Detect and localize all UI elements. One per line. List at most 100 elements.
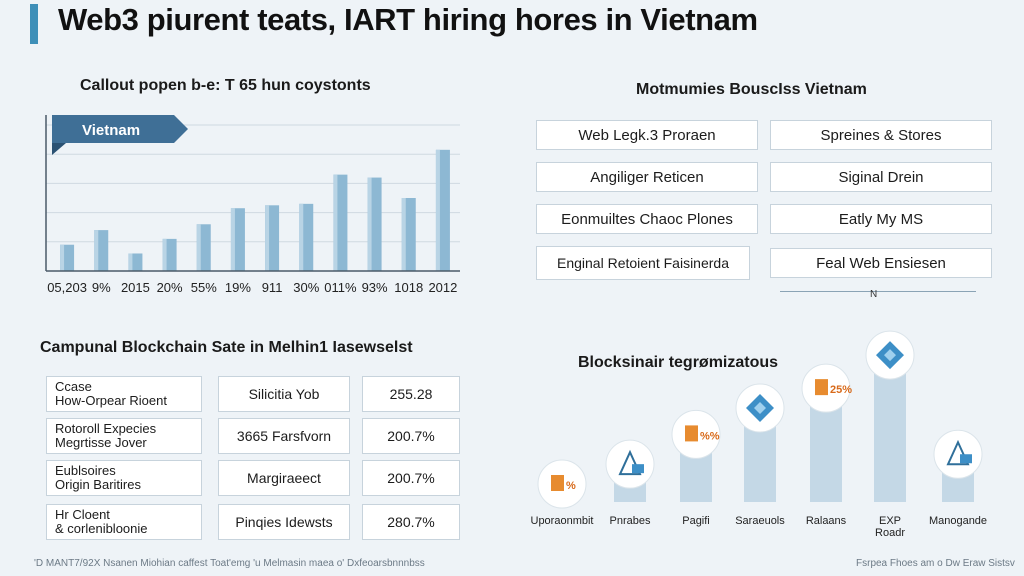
bar-highlight bbox=[196, 224, 201, 271]
table-cell-value: 200.7% bbox=[362, 460, 460, 496]
table-cell-label: Hr Cloent & corlenibloonie bbox=[46, 504, 202, 540]
progress-column bbox=[810, 406, 842, 502]
panel-divider bbox=[780, 291, 976, 292]
panel-item-1: Web Legk.3 Proraen bbox=[536, 120, 758, 150]
progress-column bbox=[874, 373, 906, 502]
footer-note-left: 'D MANT7/92X Nsanen Miohian caffest Toat… bbox=[34, 558, 425, 569]
progress-icon: %% bbox=[671, 409, 721, 459]
progress-column bbox=[680, 452, 712, 502]
bar-highlight bbox=[435, 149, 440, 271]
table-cell-label-line2: & corlenibloonie bbox=[55, 521, 148, 536]
panel-item-6: Eatly My MS bbox=[770, 204, 992, 234]
tower-icon bbox=[946, 439, 970, 466]
table-cell-label-line1: Rotoroll Expecies bbox=[55, 421, 157, 436]
bar-highlight bbox=[265, 205, 270, 271]
progress-title: Blocksinair tegrømizatous bbox=[578, 354, 779, 371]
table-cell-value: 200.7% bbox=[362, 418, 460, 454]
tower-icon-block bbox=[960, 454, 972, 464]
progress-column bbox=[744, 425, 776, 502]
tower-icon-block bbox=[632, 464, 644, 474]
progress-label: Saraeuols bbox=[735, 515, 785, 527]
bar-highlight bbox=[128, 253, 133, 271]
bar-highlight bbox=[333, 174, 338, 271]
table-cell-label: Ccase How-Orpear Rioent bbox=[46, 376, 202, 412]
building-icon bbox=[685, 425, 698, 442]
bar-highlight bbox=[401, 198, 406, 271]
bar-chart: 05,203 9% 2015 20% 55% 19% 911 30% 011% 93% 1018 20… bbox=[45, 115, 460, 295]
x-tick-label: 19% bbox=[225, 280, 251, 295]
table-cell-label-line2: Origin Baritires bbox=[55, 477, 141, 492]
table-cell-name: Silicitia Yob bbox=[218, 376, 350, 412]
x-tick-label: 20% bbox=[157, 280, 183, 295]
region-tag-fold bbox=[52, 143, 66, 155]
bar-highlight bbox=[230, 208, 235, 271]
region-tag bbox=[52, 115, 188, 143]
table-cell-name: 3665 Farsfvorn bbox=[218, 418, 350, 454]
table-cell-label-line1: Ccase bbox=[55, 379, 92, 394]
table-cell-label-line1: Hr Cloent bbox=[55, 507, 110, 522]
progress-columns bbox=[614, 373, 974, 502]
bar-highlight bbox=[367, 177, 372, 271]
progress-labels: Uporaonmbit Pnrabes Pagifi Saraeuols Ralaans… bbox=[531, 515, 988, 539]
panel-item-2: Spreines & Stores bbox=[770, 120, 992, 150]
icon-badge-label: % bbox=[566, 480, 576, 492]
progress-label: Pnrabes bbox=[610, 515, 651, 527]
bar-highlight bbox=[162, 238, 167, 271]
region-tag-label: Vietnam bbox=[82, 122, 140, 139]
table-cell-value: 280.7% bbox=[362, 504, 460, 540]
cube-icon-core bbox=[754, 401, 766, 414]
progress-label: Ralaans bbox=[806, 515, 847, 527]
x-tick-label: 93% bbox=[362, 280, 388, 295]
x-tick-label: 911 bbox=[262, 280, 283, 295]
bar-highlight bbox=[299, 203, 304, 271]
x-tick-label: 011% bbox=[324, 280, 357, 295]
panel-item-5: Eonmuiltes Chaoc Plones bbox=[536, 204, 758, 234]
table-cell-name: Margiraeect bbox=[218, 460, 350, 496]
progress-label: Manogande bbox=[929, 515, 987, 527]
cube-icon-core bbox=[884, 349, 896, 362]
building-icon bbox=[815, 379, 828, 396]
table-cell-value: 255.28 bbox=[362, 376, 460, 412]
panel-item-3: Angiliger Reticen bbox=[536, 162, 758, 192]
progress-icon bbox=[933, 429, 983, 479]
panel-footnote: N bbox=[870, 289, 878, 300]
x-tick-labels: 05,203 9% 2015 20% 55% 19% 911 30% 011% 93% 1018 20… bbox=[47, 280, 457, 295]
progress-icon: 25% bbox=[801, 363, 852, 413]
progress-icon bbox=[735, 383, 785, 433]
x-tick-label: 30% bbox=[293, 280, 319, 295]
x-tick-label: 2015 bbox=[121, 280, 150, 295]
tower-icon bbox=[618, 449, 642, 476]
progress-label: Uporaonmbit bbox=[531, 515, 594, 527]
footer-note-right: Fsrpea Fhoes am o Dw Eraw Sistsv bbox=[856, 558, 1015, 569]
progress-label: EXP Roadr bbox=[875, 515, 905, 539]
table-cell-label-line1: Eublsoires bbox=[55, 463, 116, 478]
table-cell-label-line2: Megrtisse Jover bbox=[55, 435, 147, 450]
table-cell-label-line2: How-Orpear Rioent bbox=[55, 393, 167, 408]
table-cell-name: Pinqies Idewsts bbox=[218, 504, 350, 540]
icon-disc bbox=[933, 429, 983, 479]
x-tick-label: 05,203 bbox=[47, 280, 87, 295]
right-panel-title: Motmumies BouscIss Vietnam bbox=[636, 81, 867, 98]
icon-badge-label: %% bbox=[700, 430, 720, 442]
icon-badge-label: 25% bbox=[830, 384, 852, 396]
bar-highlight bbox=[60, 244, 65, 271]
table-cell-label: Rotoroll Expecies Megrtisse Jover bbox=[46, 418, 202, 454]
progress-icon bbox=[865, 330, 915, 380]
table-cell-label: Eublsoires Origin Baritires bbox=[46, 460, 202, 496]
x-tick-label: 9% bbox=[92, 280, 111, 295]
x-tick-label: 1018 bbox=[394, 280, 423, 295]
progress-label: Pagifi bbox=[682, 515, 710, 527]
title-accent-bar bbox=[30, 4, 38, 44]
panel-item-4: Siginal Drein bbox=[770, 162, 992, 192]
icon-disc bbox=[605, 439, 655, 489]
building-icon bbox=[551, 475, 564, 491]
x-tick-label: 2012 bbox=[428, 280, 457, 295]
table-title: Campunal Blockchain Sate in Melhin1 Iase… bbox=[40, 339, 413, 356]
panel-item-8: Feal Web Ensiesen bbox=[770, 248, 992, 278]
progress-icons: %%% 25% bbox=[537, 330, 983, 509]
page-title: Web3 piurent teats, IART hiring hores in… bbox=[58, 2, 758, 37]
bar-highlight bbox=[94, 230, 99, 271]
progress-chart: %%% 25% Uporaonmbit Pnrabes Pagifi Saraeuols… bbox=[531, 330, 988, 539]
progress-icon: % bbox=[537, 459, 587, 509]
progress-icon bbox=[605, 439, 655, 489]
